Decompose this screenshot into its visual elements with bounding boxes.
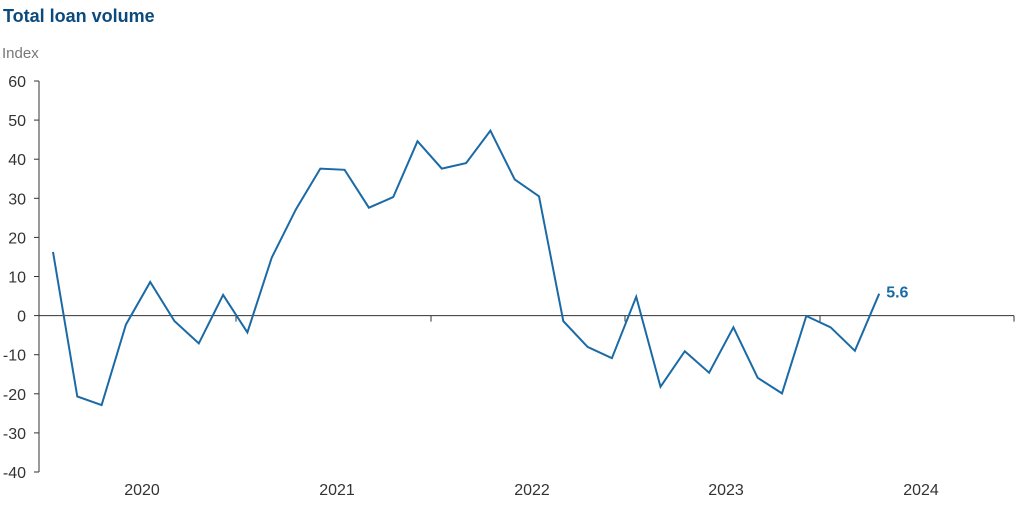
y-tick-label: 30 [8,191,26,208]
data-point [246,331,248,333]
data-point [441,168,443,170]
data-point [878,293,880,295]
y-axis-label: Index [2,45,39,62]
data-point [635,296,637,298]
series-group [52,128,881,407]
data-point [781,392,783,394]
y-tick-label: 40 [8,152,26,169]
data-point [76,396,78,398]
x-tick-label: 2020 [124,482,160,499]
data-point [392,196,394,198]
x-tick-label: 2024 [903,482,939,499]
data-point [198,342,200,344]
data-point [684,350,686,352]
data-point [125,324,127,326]
data-point [368,207,370,209]
data-point [222,294,224,296]
y-tick-label: 20 [8,230,26,247]
data-point [344,169,346,171]
data-point [757,377,759,379]
y-tick-label: 0 [17,309,26,326]
data-point [174,320,176,322]
data-point [465,162,467,164]
tick-labels: -40 -30 -20 -10 0 10 20 30 40 50 60 2020 2021 2022 202… [3,74,939,499]
data-point [52,251,54,253]
data-point [149,281,151,283]
y-tick-label: -10 [3,348,26,365]
data-point [538,195,540,197]
last-value-label: 5.6 [886,285,908,302]
y-tick-label: -40 [3,465,26,482]
data-point [732,326,734,328]
chart-title: Total loan volume [3,6,155,26]
y-tick-label: 10 [8,270,26,287]
data-point [562,320,564,322]
data-point [295,208,297,210]
data-point [587,346,589,348]
data-point [514,179,516,181]
x-tick-label: 2021 [319,482,355,499]
data-point [271,257,273,259]
data-point [417,140,419,142]
data-point [830,326,832,328]
y-tick-label: 60 [8,74,26,91]
x-tick-label: 2022 [514,482,550,499]
x-tick-label: 2023 [708,482,744,499]
data-point [319,168,321,170]
y-tick-label: 50 [8,113,26,130]
annotations: 5.6 [886,285,908,302]
data-point [854,350,856,352]
y-tick-label: -20 [3,387,26,404]
data-point [660,386,662,388]
series-line [52,128,881,407]
data-point [805,315,807,317]
axes [34,80,1015,473]
data-point [101,404,103,406]
data-point [489,130,491,132]
y-tick-label: -30 [3,426,26,443]
data-point [611,357,613,359]
data-point [708,372,710,374]
